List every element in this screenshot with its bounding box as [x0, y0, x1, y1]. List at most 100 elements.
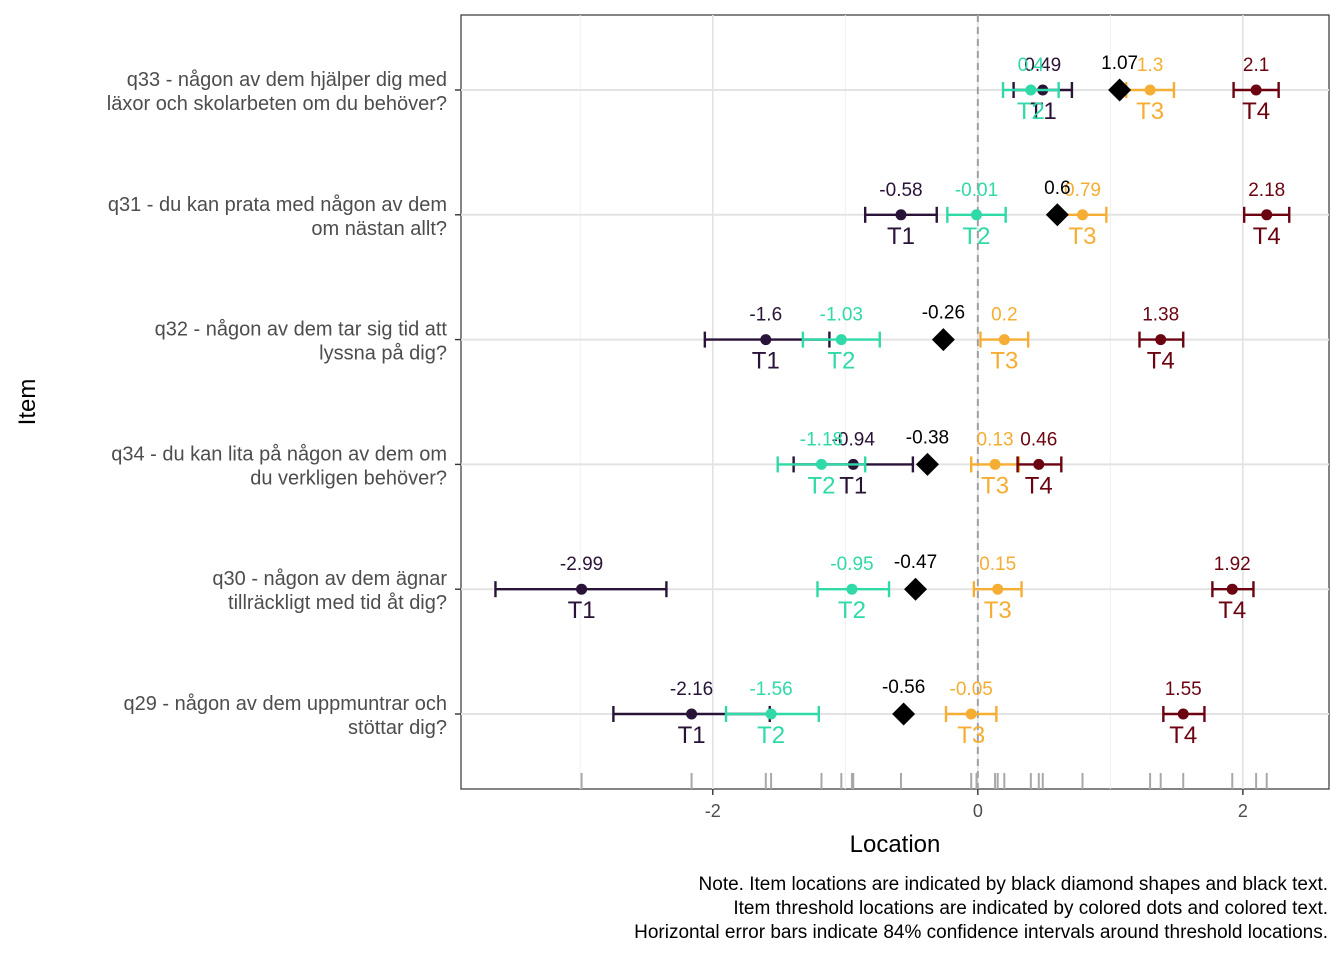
threshold-name-label: T4	[1218, 597, 1246, 624]
threshold-point	[1033, 458, 1045, 470]
threshold-value-label: -0.01	[955, 180, 998, 201]
y-tick-label-line: q34 - du kan lita på någon av dem om	[111, 443, 447, 465]
x-tick-label: -2	[705, 801, 721, 821]
threshold-name-label: T2	[807, 472, 835, 499]
threshold-value-label: -2.99	[560, 554, 603, 575]
threshold-value-label: -0.05	[950, 679, 993, 700]
threshold-name-label: T2	[962, 223, 990, 250]
threshold-name-label: T3	[957, 722, 985, 749]
note-line: Note. Item locations are indicated by bl…	[699, 874, 1328, 895]
x-tick-label: 2	[1238, 801, 1248, 821]
threshold-value-label: 0.49	[1024, 55, 1061, 76]
threshold-name-label: T4	[1253, 223, 1281, 250]
threshold-point	[992, 583, 1004, 595]
threshold-value-label: -1.56	[749, 679, 792, 700]
threshold-point	[1261, 209, 1273, 221]
item-location-label: 0.6	[1044, 178, 1070, 199]
threshold-name-label: T3	[981, 472, 1009, 499]
item-location-diamond	[915, 452, 939, 476]
threshold-point	[1250, 84, 1262, 96]
item-location-label: 1.07	[1101, 53, 1138, 74]
threshold-point	[989, 458, 1001, 470]
item-location-label: -0.47	[894, 552, 937, 573]
threshold-point	[765, 708, 777, 720]
plot-panel	[460, 14, 1330, 790]
threshold-point	[1226, 583, 1238, 595]
item-location-label: -0.26	[922, 303, 965, 324]
threshold-point	[1077, 209, 1089, 221]
threshold-name-label: T3	[1136, 98, 1164, 125]
threshold-name-label: T1	[678, 722, 706, 749]
x-tick-label: 0	[973, 801, 983, 821]
threshold-name-label: T4	[1242, 98, 1270, 125]
y-tick-label-line: om nästan allt?	[311, 218, 447, 240]
threshold-value-label: 1.92	[1214, 554, 1251, 575]
y-tick-label: q31 - du kan prata med någon av dem om nä…	[108, 194, 447, 240]
threshold-value-label: -1.18	[800, 429, 843, 450]
y-tick-labels: q33 - någon av dem hjälper dig med läxor …	[107, 69, 461, 739]
threshold-name-label: T1	[839, 472, 867, 499]
y-tick-label: q32 - någon av dem tar sig tid att lyssna…	[155, 319, 448, 365]
y-tick-label-line: du verkligen behöver?	[250, 467, 447, 489]
item-location-label: -0.56	[882, 677, 925, 698]
threshold-name-label: T1	[568, 597, 596, 624]
threshold-name-label: T2	[757, 722, 785, 749]
y-tick-label: q29 - någon av dem uppmuntrar och stöttar…	[123, 693, 447, 739]
threshold-value-label: 2.18	[1248, 180, 1285, 201]
threshold-value-label: 0.15	[979, 554, 1016, 575]
threshold-value-label: -0.94	[832, 429, 876, 450]
threshold-value-label: -0.95	[830, 554, 873, 575]
threshold-name-label: T2	[838, 597, 866, 624]
threshold-point	[1177, 708, 1189, 720]
y-tick-label: q33 - någon av dem hjälper dig med läxor …	[107, 69, 447, 115]
item-location-diamond	[904, 577, 928, 601]
threshold-point	[576, 583, 588, 595]
item-location-diamond	[931, 328, 955, 352]
y-tick-label-line: stöttar dig?	[348, 717, 447, 739]
threshold-name-label: T1	[1029, 98, 1057, 125]
threshold-point	[1144, 84, 1156, 96]
chart-marks: 0.49 T1 0.4 T2 1.3 T3 2.1 T4 1.07 -0.58 T1 -0.01 T2 0…	[494, 53, 1291, 749]
y-tick-label-line: q29 - någon av dem uppmuntrar och	[123, 693, 447, 715]
item-location-diamond	[1045, 203, 1069, 227]
threshold-point	[965, 708, 977, 720]
threshold-value-label: 1.55	[1165, 679, 1202, 700]
x-tick-labels: -2 0 2	[705, 789, 1248, 821]
y-tick-label: q30 - någon av dem ägnar tillräckligt med…	[212, 568, 447, 614]
threshold-point	[998, 334, 1010, 346]
y-tick-label-line: tillräckligt med tid åt dig?	[228, 592, 447, 614]
threshold-point	[846, 583, 858, 595]
note-line: Horizontal error bars indicate 84% confi…	[634, 922, 1328, 943]
threshold-value-label: 0.4	[1018, 55, 1045, 76]
threshold-name-label: T1	[752, 348, 780, 375]
x-axis-title: Location	[850, 831, 941, 858]
y-tick-label: q34 - du kan lita på någon av dem om du v…	[111, 443, 447, 489]
threshold-name-label: T4	[1169, 722, 1197, 749]
threshold-point	[835, 334, 847, 346]
threshold-name-label: T2	[827, 348, 855, 375]
threshold-point	[760, 334, 772, 346]
threshold-value-label: 0.46	[1020, 429, 1057, 450]
note-line: Item threshold locations are indicated b…	[733, 898, 1328, 919]
threshold-value-label: 0.13	[977, 429, 1014, 450]
threshold-value-label: 0.79	[1064, 180, 1101, 201]
y-tick-label-line: q31 - du kan prata med någon av dem	[108, 194, 447, 216]
rug-marks	[580, 773, 1268, 789]
y-axis-title: Item	[14, 379, 41, 426]
y-tick-label-line: q30 - någon av dem ägnar	[212, 568, 447, 590]
threshold-name-label: T1	[887, 223, 915, 250]
threshold-value-label: 1.38	[1142, 305, 1179, 326]
threshold-value-label: 2.1	[1243, 55, 1269, 76]
y-tick-label-line: q33 - någon av dem hjälper dig med	[127, 69, 447, 91]
y-tick-label-line: läxor och skolarbeten om du behöver?	[107, 93, 447, 115]
threshold-point	[1025, 84, 1037, 96]
threshold-value-label: -1.03	[820, 305, 863, 326]
threshold-point	[686, 708, 698, 720]
threshold-point	[1155, 334, 1167, 346]
item-location-diamond	[1108, 78, 1132, 102]
threshold-value-label: -0.58	[879, 180, 922, 201]
item-location-label: -0.38	[906, 427, 949, 448]
threshold-point	[815, 458, 827, 470]
threshold-name-label: T4	[1025, 472, 1053, 499]
threshold-point	[895, 209, 907, 221]
